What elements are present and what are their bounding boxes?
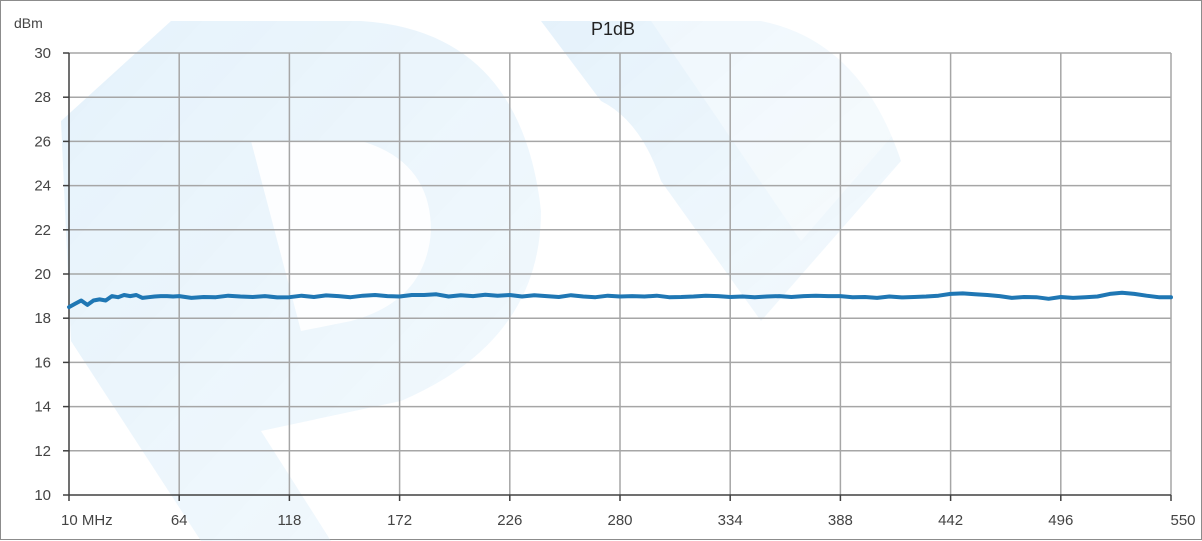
x-tick-label: 334 <box>718 512 743 529</box>
x-tick-label: 550 <box>1170 512 1195 529</box>
y-tick-label: 24 <box>34 178 51 195</box>
y-tick-label: 30 <box>34 45 51 62</box>
x-tick-label: 226 <box>497 512 522 529</box>
x-tick-label: 10 MHz <box>61 512 113 529</box>
y-axis-unit-label: dBm <box>14 15 43 31</box>
series-line-0 <box>67 290 1173 310</box>
x-tick-label: 280 <box>607 512 632 529</box>
y-tick-label: 22 <box>34 222 51 239</box>
y-tick-labels: 10 12 14 16 18 20 22 24 26 28 30 <box>34 45 51 504</box>
x-tick-label: 118 <box>277 512 301 529</box>
x-tick-label: 442 <box>938 512 963 529</box>
chart-title: P1dB <box>591 19 635 39</box>
x-tick-label: 64 <box>171 512 188 529</box>
x-tick-label: 172 <box>387 512 412 529</box>
y-tick-label: 14 <box>34 399 51 416</box>
y-tick-label: 28 <box>34 89 51 106</box>
y-tick-label: 26 <box>34 133 51 150</box>
y-tick-label: 16 <box>34 354 51 371</box>
grid-lines <box>69 52 1172 495</box>
series-lines <box>67 290 1173 310</box>
x-tick-labels: 10 MHz 64 118 172 226 280 334 388 442 496 550 <box>61 512 1196 529</box>
watermark-logo <box>61 21 931 541</box>
x-tick-label: 388 <box>828 512 853 529</box>
y-tick-label: 10 <box>34 487 51 504</box>
y-tick-label: 20 <box>34 266 51 283</box>
y-tick-label: 18 <box>34 310 51 327</box>
axes <box>63 52 1172 501</box>
x-tick-label: 496 <box>1048 512 1073 529</box>
y-tick-label: 12 <box>34 443 51 460</box>
